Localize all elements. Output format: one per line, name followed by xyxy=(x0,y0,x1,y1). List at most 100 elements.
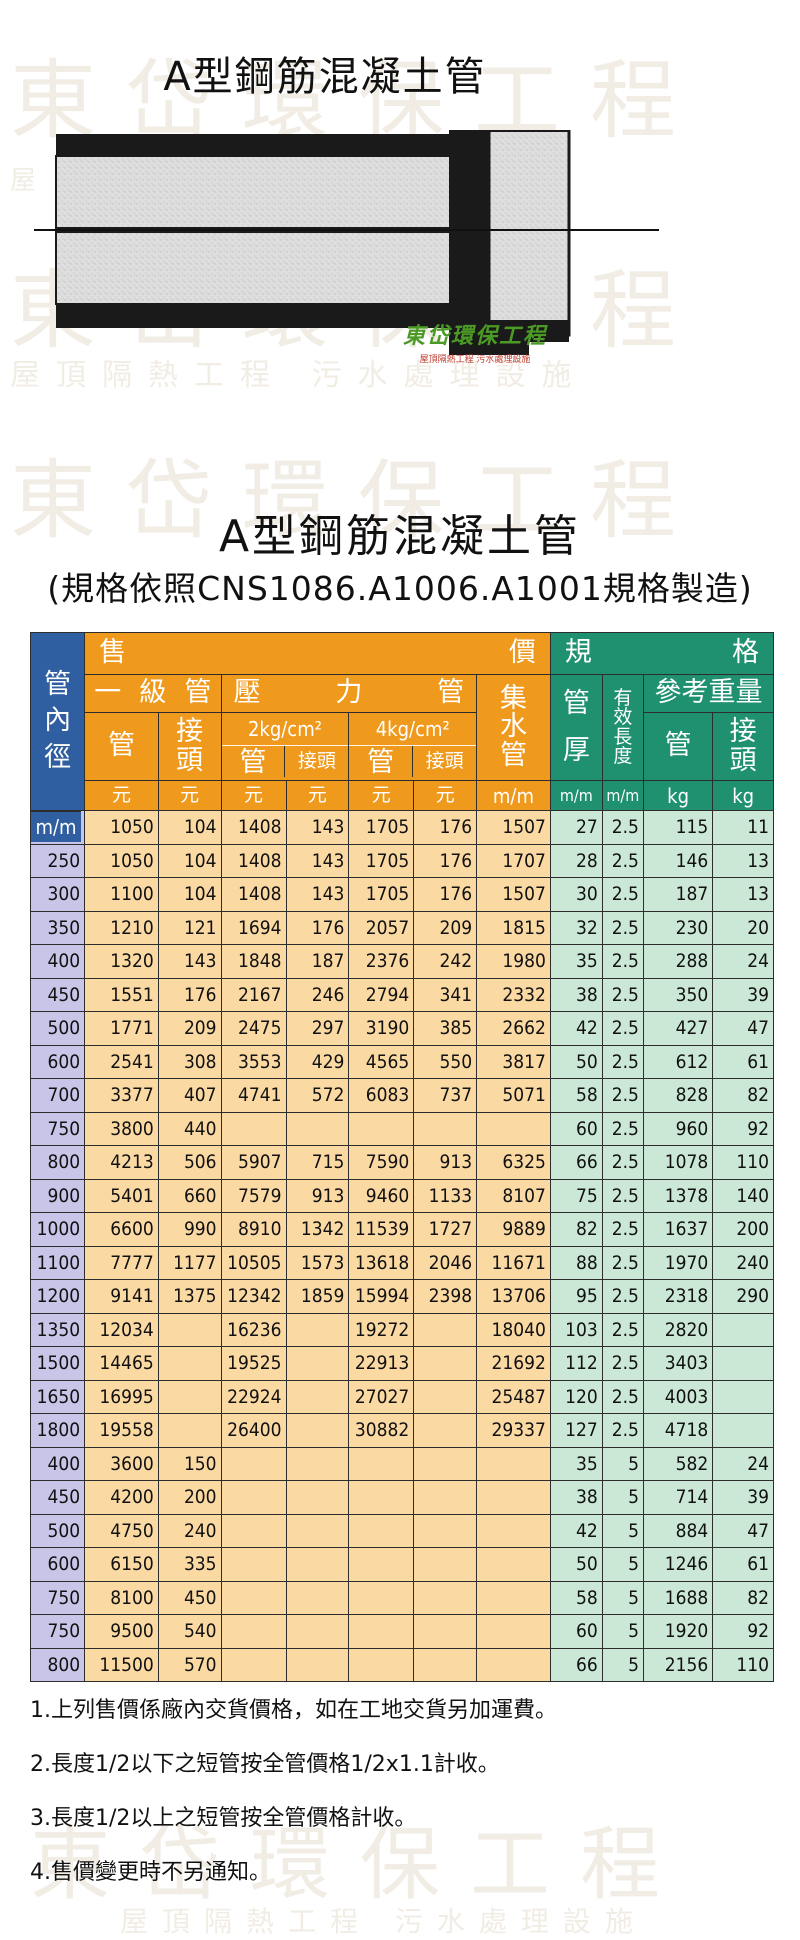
table-cell: 32 xyxy=(549,910,603,945)
table-cell xyxy=(220,1647,287,1682)
table-cell: 140 xyxy=(712,1178,774,1213)
table-cell: 4003 xyxy=(642,1379,714,1414)
table-cell: 143 xyxy=(285,877,350,912)
table-cell: 612 xyxy=(642,1044,714,1079)
header-weight-joint: 接 頭 xyxy=(712,712,774,781)
table-cell: 38 xyxy=(549,977,603,1012)
table-cell xyxy=(285,1614,350,1649)
table-cell: 1133 xyxy=(413,1178,478,1213)
table-cell xyxy=(413,1379,478,1414)
table-cell: 61 xyxy=(712,1547,774,1582)
table-cell: 1100 xyxy=(84,877,159,912)
cell-diameter: 600 xyxy=(29,1547,86,1582)
pipe-wall-bottom xyxy=(56,304,489,328)
table-cell: 1246 xyxy=(642,1547,714,1582)
cell-diameter: 450 xyxy=(29,977,86,1012)
table-cell: 146 xyxy=(642,843,714,878)
table-cell: 39 xyxy=(712,1480,774,1515)
table-cell: 16236 xyxy=(220,1312,287,1347)
cell-diameter: 800 xyxy=(29,1145,86,1180)
table-cell: 5 xyxy=(601,1547,644,1582)
table-row: 750 3800 440 60 2.5 960 92 xyxy=(29,1111,774,1146)
header-first-grade: 一 級 管 xyxy=(84,674,222,713)
unit-yuan: 元 xyxy=(220,780,287,811)
table-cell: 27027 xyxy=(348,1379,415,1414)
table-cell: 200 xyxy=(712,1212,774,1247)
table-cell: 1970 xyxy=(642,1245,714,1280)
header-pressure-4kg-label: 4kg/cm² xyxy=(349,714,476,746)
table-cell: 11 xyxy=(712,810,774,845)
table-cell: 58 xyxy=(549,1078,603,1113)
table-cell: 288 xyxy=(642,944,714,979)
table-cell: 121 xyxy=(157,910,222,945)
socket-rim xyxy=(454,130,569,132)
table-cell: 913 xyxy=(285,1178,350,1213)
table-cell: 1815 xyxy=(476,910,551,945)
table-cell: 19525 xyxy=(220,1346,287,1381)
cell-diameter: 750 xyxy=(29,1111,86,1146)
table-cell: 2.5 xyxy=(601,843,644,878)
table-cell xyxy=(476,1446,551,1481)
table-cell: 24 xyxy=(712,1446,774,1481)
table-cell: 12342 xyxy=(220,1279,287,1314)
table-row: 1500 14465 19525 22913 21692 112 2.5 3403 xyxy=(29,1346,774,1381)
table-cell: 1320 xyxy=(84,944,159,979)
table-cell: 1705 xyxy=(348,843,415,878)
table-cell xyxy=(712,1379,774,1414)
table-cell: 127 xyxy=(549,1413,603,1448)
header-thickness-char: 管 xyxy=(562,688,590,720)
table-row: 900 5401 660 7579 913 9460 1133 8107 75 2.5 1378 14… xyxy=(29,1178,774,1213)
cell-diameter: 250 xyxy=(29,843,86,878)
cell-diameter: 800 xyxy=(29,1647,86,1682)
table-cell: 7590 xyxy=(348,1145,415,1180)
table-cell xyxy=(476,1614,551,1649)
table-cell: 104 xyxy=(157,810,222,845)
cell-diameter: 1650 xyxy=(29,1379,86,1414)
table-cell: 1694 xyxy=(220,910,287,945)
header-pressure-2kg: 2kg/cm² 管 接頭 xyxy=(220,712,350,781)
table-cell: 5071 xyxy=(476,1078,551,1113)
table-cell: 110 xyxy=(712,1647,774,1682)
table-cell: 66 xyxy=(549,1647,603,1682)
header-pressure: 壓 力 管 xyxy=(220,674,478,713)
table-cell: 2.5 xyxy=(601,1111,644,1146)
table-cell: 19558 xyxy=(84,1413,159,1448)
table-cell: 176 xyxy=(285,910,350,945)
table-cell xyxy=(285,1346,350,1381)
table-row: 1800 19558 26400 30882 29337 127 2.5 4718 xyxy=(29,1413,774,1448)
table-cell: 2.5 xyxy=(601,1078,644,1113)
header-price-char: 售 xyxy=(99,637,127,669)
table-cell xyxy=(712,1346,774,1381)
table-row: 750 9500 540 60 5 1920 92 xyxy=(29,1614,774,1649)
table-cell: 5 xyxy=(601,1480,644,1515)
table-cell xyxy=(413,1513,478,1548)
table-cell: 9460 xyxy=(348,1178,415,1213)
table-cell: 200 xyxy=(157,1480,222,1515)
table-cell xyxy=(285,1312,350,1347)
note-item: 1.上列售價係廠內交貨價格，如在工地交貨另加運費。 xyxy=(30,1698,557,1723)
table-row: 800 4213 506 5907 715 7590 913 6325 66 2.5 1078 110 xyxy=(29,1145,774,1180)
table-cell: 82 xyxy=(549,1212,603,1247)
header-diameter-char: 管 xyxy=(44,668,72,700)
table-cell: 7777 xyxy=(84,1245,159,1280)
table-cell: 4750 xyxy=(84,1513,159,1548)
table-cell xyxy=(476,1111,551,1146)
table-cell: 25487 xyxy=(476,1379,551,1414)
table-cell xyxy=(413,1647,478,1682)
table-cell: 11500 xyxy=(84,1647,159,1682)
table-cell xyxy=(413,1480,478,1515)
table-cell: 450 xyxy=(157,1580,222,1615)
cell-diameter: 300 xyxy=(29,877,86,912)
table-cell: 506 xyxy=(157,1145,222,1180)
table-cell: 828 xyxy=(642,1078,714,1113)
table-cell: 2475 xyxy=(220,1011,287,1046)
table-cell: 29337 xyxy=(476,1413,551,1448)
table-cell: 4200 xyxy=(84,1480,159,1515)
table-cell: 8100 xyxy=(84,1580,159,1615)
header-drain-char: 水 xyxy=(499,711,527,743)
table-cell: 660 xyxy=(157,1178,222,1213)
pipe-wall-top xyxy=(56,134,489,156)
table-cell: 35 xyxy=(549,944,603,979)
table-cell xyxy=(285,1480,350,1515)
header-length-char: 度 xyxy=(613,744,633,767)
